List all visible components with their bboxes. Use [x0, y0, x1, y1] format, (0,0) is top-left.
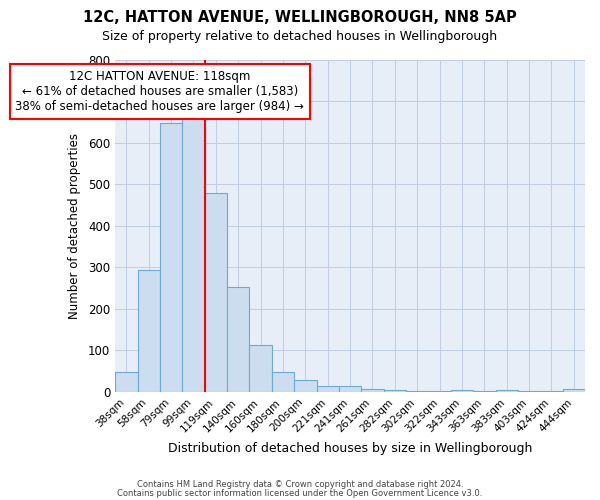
Bar [563, 389, 585, 392]
X-axis label: Distribution of detached houses by size in Wellingborough: Distribution of detached houses by size … [168, 442, 532, 455]
Text: 12C, HATTON AVENUE, WELLINGBOROUGH, NN8 5AP: 12C, HATTON AVENUE, WELLINGBOROUGH, NN8 … [83, 10, 517, 25]
Text: Contains HM Land Registry data © Crown copyright and database right 2024.: Contains HM Land Registry data © Crown c… [137, 480, 463, 489]
Bar [406, 390, 428, 392]
Bar [182, 118, 205, 392]
Text: Size of property relative to detached houses in Wellingborough: Size of property relative to detached ho… [103, 30, 497, 43]
Y-axis label: Number of detached properties: Number of detached properties [68, 133, 81, 319]
Bar [160, 123, 182, 392]
Text: 12C HATTON AVENUE: 118sqm
← 61% of detached houses are smaller (1,583)
38% of se: 12C HATTON AVENUE: 118sqm ← 61% of detac… [16, 70, 304, 114]
Bar [227, 288, 250, 392]
Bar [496, 390, 518, 392]
Bar [361, 388, 383, 392]
Bar [451, 390, 473, 392]
Bar [137, 270, 160, 392]
Bar [115, 372, 137, 392]
Bar [339, 386, 361, 392]
Bar [317, 386, 339, 392]
Text: Contains public sector information licensed under the Open Government Licence v3: Contains public sector information licen… [118, 488, 482, 498]
Bar [473, 391, 496, 392]
Bar [540, 391, 563, 392]
Bar [205, 193, 227, 392]
Bar [250, 345, 272, 392]
Bar [518, 391, 540, 392]
Bar [383, 390, 406, 392]
Bar [272, 372, 294, 392]
Bar [428, 390, 451, 392]
Bar [294, 380, 317, 392]
